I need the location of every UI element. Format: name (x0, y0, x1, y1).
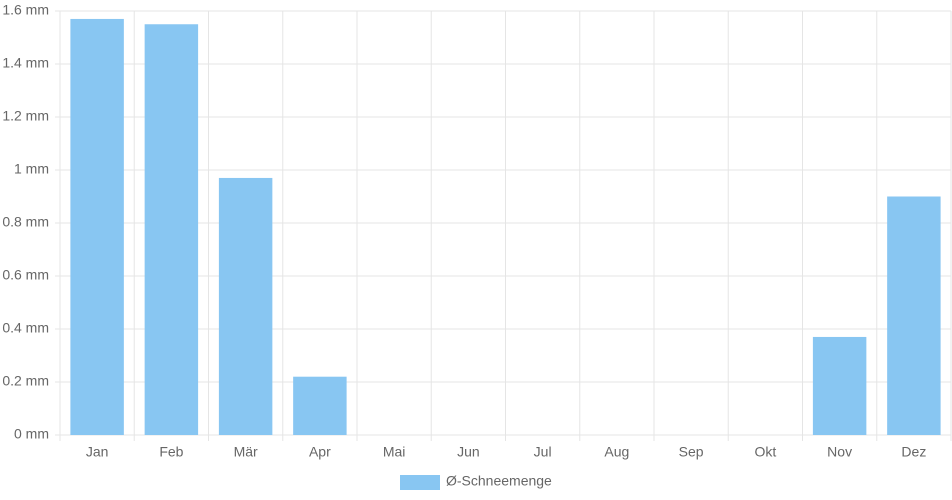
y-tick-label: 1.6 mm (2, 2, 49, 18)
y-tick-label: 1.4 mm (2, 55, 49, 71)
y-tick-label: 0 mm (14, 426, 49, 442)
x-tick-label: Feb (159, 444, 183, 460)
x-tick-label: Aug (604, 444, 629, 460)
bar (887, 196, 941, 435)
x-tick-label: Okt (754, 444, 776, 460)
bar (218, 177, 273, 435)
x-tick-label: Nov (827, 444, 852, 460)
x-tick-label: Dez (901, 444, 926, 460)
x-tick-label: Jun (457, 444, 480, 460)
x-tick-label: Jan (86, 444, 109, 460)
x-tick-label: Sep (679, 444, 704, 460)
x-tick-label: Mai (383, 444, 406, 460)
y-tick-label: 0.4 mm (2, 320, 49, 336)
bar (812, 336, 867, 435)
bar (70, 18, 124, 435)
legend-swatch (400, 475, 440, 490)
bar (293, 376, 347, 435)
x-tick-label: Apr (309, 444, 331, 460)
x-tick-label: Jul (534, 444, 552, 460)
y-tick-label: 0.2 mm (2, 373, 49, 389)
y-tick-label: 1 mm (14, 161, 49, 177)
legend-label: Ø-Schneemenge (446, 473, 552, 489)
y-tick-label: 1.2 mm (2, 108, 49, 124)
y-tick-label: 0.8 mm (2, 214, 49, 230)
bar (144, 24, 199, 435)
x-tick-label: Mär (234, 444, 258, 460)
y-tick-label: 0.6 mm (2, 267, 49, 283)
